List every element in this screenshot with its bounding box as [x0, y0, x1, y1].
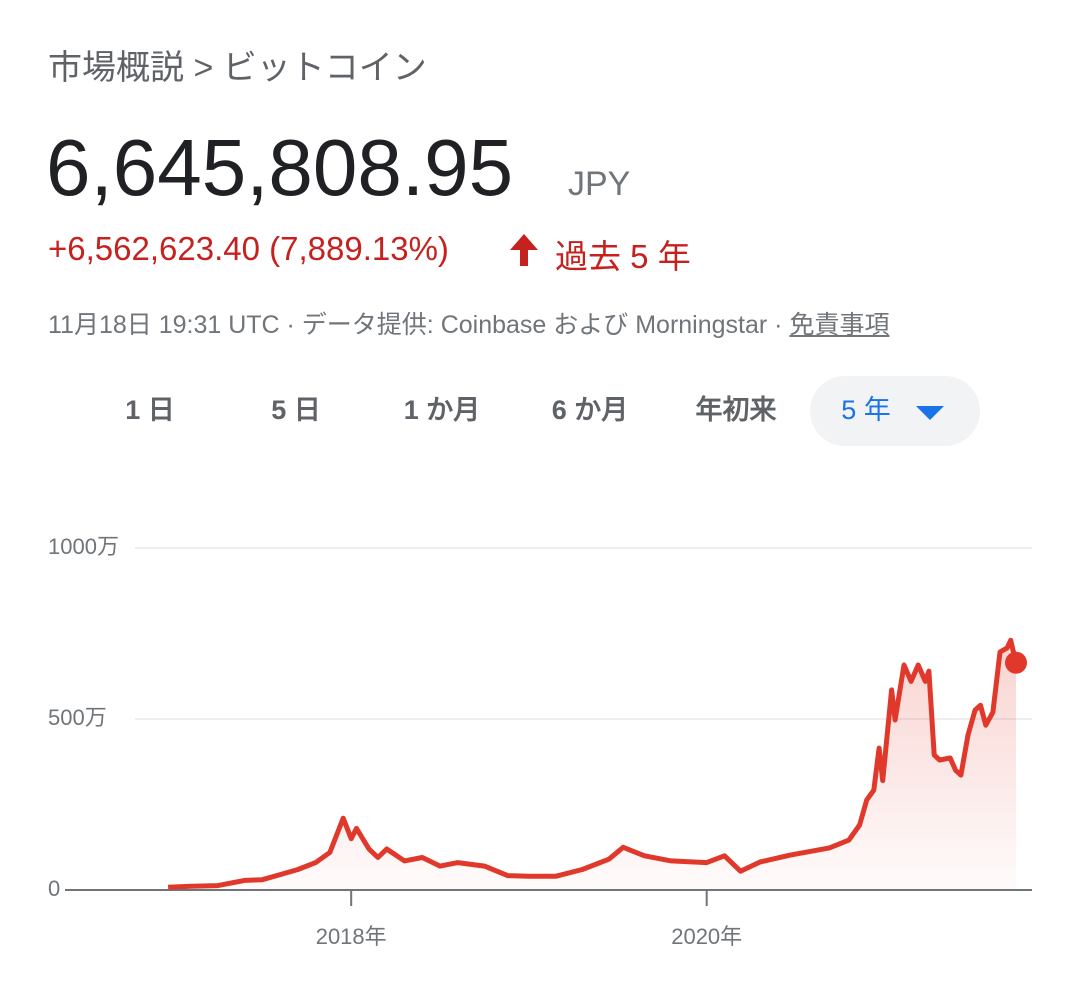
range-tab[interactable]: 6 か月	[551, 395, 629, 425]
currency: JPY	[568, 165, 631, 203]
period: 過去 5 年	[555, 238, 691, 275]
info-line: 11月18日 19:31 UTC · データ提供: Coinbase および M…	[48, 305, 889, 341]
breadcrumb[interactable]: 市場概説 > ビットコイン	[48, 49, 427, 87]
chart: 0 500万 1000万 2018年 2020年	[48, 534, 1032, 949]
y-tick-label: 1000万	[48, 534, 119, 559]
source-info: 11月18日 19:31 UTC · データ提供: Coinbase および M…	[48, 311, 790, 339]
x-tick-label: 2020年	[671, 924, 742, 949]
price: 6,645,808.95	[46, 123, 514, 212]
disclaimer-link[interactable]: 免責事項	[789, 311, 890, 339]
y-tick-label: 0	[48, 876, 60, 901]
range-tab[interactable]: 年初来	[695, 395, 777, 425]
y-tick-label: 500万	[48, 705, 107, 730]
current-point	[1005, 651, 1028, 674]
range-tab[interactable]: 1 か月	[403, 395, 481, 425]
range-tab[interactable]: 5 日	[271, 395, 321, 425]
dropdown-icon[interactable]	[914, 402, 946, 422]
area	[168, 640, 1017, 890]
up-arrow	[510, 234, 538, 266]
x-tick-label: 2018年	[316, 924, 387, 949]
price-line	[167, 637, 1019, 890]
selected-pill	[810, 376, 980, 446]
range-tab[interactable]: 5 年	[841, 395, 891, 425]
change: +6,562,623.40 (7,889.13%)	[48, 230, 449, 267]
range-tab[interactable]: 1 日	[125, 395, 175, 425]
